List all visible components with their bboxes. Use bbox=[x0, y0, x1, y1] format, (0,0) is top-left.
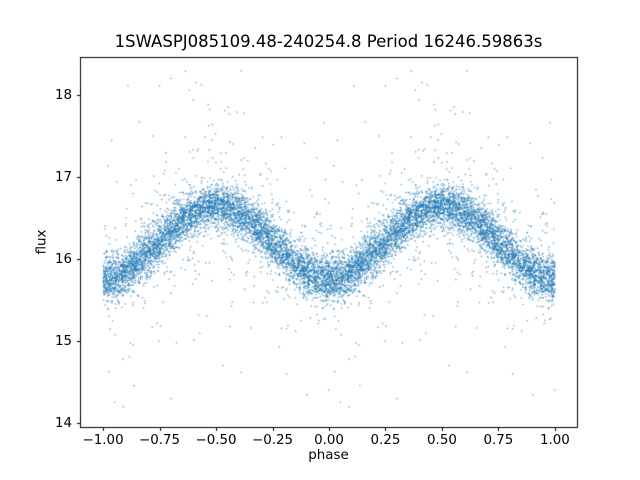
y-tick-label: 17 bbox=[54, 169, 72, 185]
x-axis-label: phase bbox=[308, 448, 349, 463]
y-axis-label: flux bbox=[34, 229, 50, 255]
x-tick-label: −0.50 bbox=[195, 433, 237, 448]
y-tick-label: 18 bbox=[54, 87, 72, 103]
x-tick-label: 0.75 bbox=[483, 433, 514, 448]
x-tick-label: 0.00 bbox=[314, 433, 344, 448]
x-tick-label: 0.25 bbox=[370, 433, 401, 448]
y-tick-label: 15 bbox=[54, 333, 72, 349]
x-tick-label: −0.25 bbox=[251, 433, 294, 448]
y-tick-label: 16 bbox=[54, 251, 72, 267]
x-tick-label: 0.50 bbox=[427, 433, 457, 448]
x-tick-label: −0.75 bbox=[139, 433, 181, 448]
x-tick-label: 1.00 bbox=[539, 433, 570, 448]
x-tick-label: −1.00 bbox=[82, 433, 124, 448]
chart-title: 1SWASPJ085109.48-240254.8 Period 16246.5… bbox=[114, 32, 543, 51]
y-tick-label: 14 bbox=[54, 415, 72, 431]
